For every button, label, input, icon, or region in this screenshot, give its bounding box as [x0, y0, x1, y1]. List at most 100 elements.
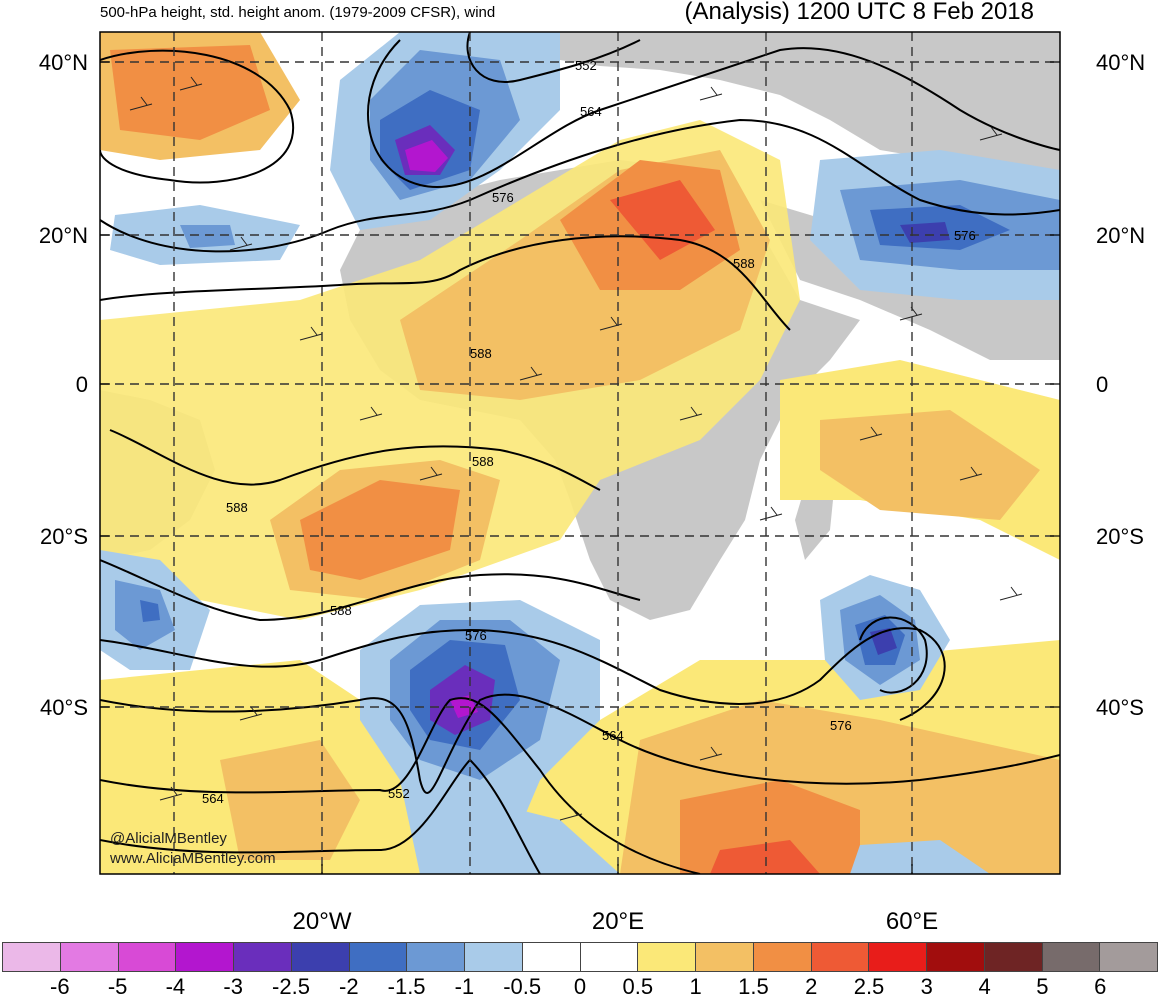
colorbar-label: -4: [165, 974, 186, 999]
anomaly-pos-sahara-peak: [610, 180, 715, 260]
colorbar-swatch: [1042, 943, 1101, 971]
wind-barbs: [129, 76, 1023, 821]
contour-label: 588: [472, 454, 494, 469]
contour-label: 576: [954, 228, 976, 243]
lat-label-left: 0: [75, 372, 88, 397]
contour-label: 576: [830, 718, 852, 733]
colorbar-swatch: [407, 943, 465, 971]
height-contour-540-south: [100, 758, 541, 874]
map-title-left: 500-hPa height, std. height anom. (1979-…: [100, 4, 496, 21]
colorbar-swatch: [522, 943, 581, 971]
height-contour-564-north: [367, 39, 1060, 188]
height-contour-588-south: [100, 559, 641, 622]
lat-label-left: 20°N: [38, 223, 88, 248]
colorbar-swatch: [1100, 943, 1157, 971]
lat-label-right: 0: [1096, 372, 1109, 397]
colorbar-label: -5: [107, 974, 128, 999]
height-contour-552-south: [100, 697, 701, 874]
contour-label: 576: [492, 190, 514, 205]
lat-label-left: 40°S: [40, 695, 88, 720]
contour-label: 552: [388, 786, 410, 801]
colorbar-label: -1: [454, 974, 475, 999]
contour-label: 588: [470, 346, 492, 361]
colorbar-label: 1: [689, 974, 702, 999]
lat-label-left: 40°N: [38, 50, 88, 75]
lat-label-right: 20°S: [1096, 524, 1144, 549]
height-contour-north-atl-loop: [100, 49, 294, 184]
colorbar-label: -1.5: [387, 974, 426, 999]
anomaly-neg-se-bottom: [850, 840, 990, 874]
colorbar-swatch: [291, 943, 350, 971]
anomaly-pos-satl-core: [300, 480, 460, 580]
colorbar-label: -6: [50, 974, 70, 999]
colorbar-label: 5: [1036, 974, 1049, 999]
colorbar-label: 0: [573, 974, 587, 999]
contour-labels: 552 564 576 588 588 588 588 588 576 564 …: [202, 58, 976, 806]
height-contour-576-south: [100, 627, 946, 721]
colorbar-label: -2.5: [272, 974, 310, 999]
height-contour-552-north: [466, 32, 641, 83]
contour-label: 564: [602, 728, 624, 743]
anomaly-neg-natl-4: [405, 140, 448, 172]
height-contour-588-north: [100, 235, 791, 331]
colorbar-swatch: [753, 943, 812, 971]
lon-label: 20°W: [292, 908, 352, 935]
height-contour-indian-loop: [859, 616, 928, 694]
colorbar-label: 1.5: [738, 974, 769, 999]
colorbar-label: 2: [805, 974, 818, 999]
anomaly-neg-patl-core: [180, 225, 235, 248]
contour-label: 564: [202, 791, 224, 806]
colorbar-label: -0.5: [503, 974, 542, 999]
colorbar-swatch: [176, 943, 234, 971]
graticule: [100, 32, 1060, 874]
anomaly-colorbar: [2, 942, 1158, 972]
colorbar-swatch: [984, 943, 1043, 971]
contour-label: 552: [575, 58, 597, 73]
lon-label: 60°E: [885, 908, 939, 935]
lat-label-left: 20°S: [40, 524, 88, 549]
colorbar-label: -2: [339, 974, 359, 999]
contour-label: 564: [580, 104, 602, 119]
colorbar-swatch: [60, 943, 119, 971]
colorbar-swatch: [927, 943, 985, 971]
colorbar-swatch: [638, 943, 696, 971]
lat-label-right: 40°N: [1096, 50, 1146, 75]
weather-map: 552 564 576 588 588 588 588 588 576 564 …: [99, 31, 1061, 875]
anomaly-pos-nw-core: [110, 45, 270, 140]
colorbar-label: 3: [920, 974, 933, 999]
colorbar-label: 0.5: [622, 974, 654, 999]
height-contour-588-equator: [109, 429, 601, 491]
lat-label-right: 40°S: [1096, 695, 1144, 720]
height-contour-576-north: [100, 118, 1060, 253]
contour-label: 588: [330, 603, 352, 618]
map-title-right: (Analysis) 1200 UTC 8 Feb 2018: [684, 0, 1035, 25]
colorbar-swatch: [3, 943, 61, 971]
credit-website: www.AliciaMBentley.com: [110, 850, 276, 867]
colorbar-swatch: [580, 943, 639, 971]
anomaly-pos-indian-core: [820, 410, 1040, 520]
colorbar-swatch: [349, 943, 408, 971]
colorbar-swatch: [118, 943, 177, 971]
colorbar-label: 6: [1094, 974, 1107, 999]
anomaly-pos-southwest: [220, 740, 360, 860]
credit-handle: @AlicialMBentley: [110, 830, 227, 847]
contour-label: 576: [465, 628, 487, 643]
colorbar-swatch: [811, 943, 870, 971]
colorbar-swatch: [696, 943, 754, 971]
anomaly-neg-sa-core2: [140, 600, 160, 622]
colorbar-swatch: [869, 943, 927, 971]
height-contour-564-south: [100, 693, 1060, 794]
map-frame: [99, 31, 1061, 875]
colorbar-label: 4: [978, 974, 991, 999]
colorbar-label: -3: [223, 974, 243, 999]
colorbar-swatch: [234, 943, 292, 971]
anomaly-pos-south-peak: [710, 840, 820, 874]
anomaly-neg-south-bottom: [470, 800, 620, 874]
colorbar-label: 2.5: [853, 974, 885, 999]
lon-label: 20°E: [591, 908, 645, 935]
land-europe-asia: [540, 32, 1060, 230]
frame-ticks: [100, 61, 1060, 874]
lat-label-right: 20°N: [1096, 223, 1146, 248]
colorbar-swatch: [465, 943, 523, 971]
contour-label: 588: [733, 256, 755, 271]
